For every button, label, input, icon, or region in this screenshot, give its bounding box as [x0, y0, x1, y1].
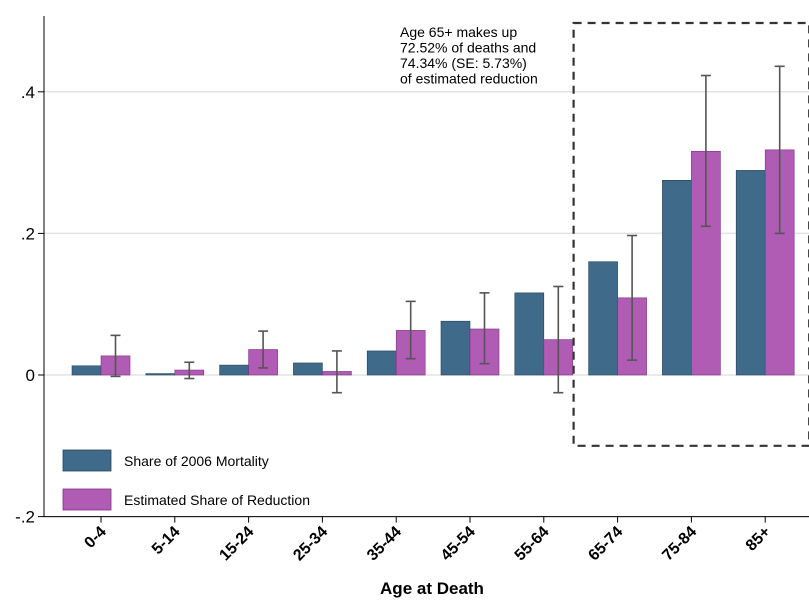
- x-tick-label: 85+: [743, 523, 774, 554]
- legend: Share of 2006 Mortality Estimated Share o…: [62, 449, 310, 511]
- y-tick-label: -.2: [15, 508, 35, 527]
- x-tick-label: 65-74: [585, 523, 626, 564]
- x-tick-label: 55-64: [512, 523, 553, 564]
- highlight-box: [572, 21, 809, 447]
- bar-mortality-share: [366, 350, 397, 376]
- bars: [71, 149, 795, 376]
- error-bars: [110, 65, 785, 394]
- bar-mortality-share: [662, 180, 692, 376]
- x-tick-label: 75-84: [659, 523, 700, 564]
- annotation-line: 72.52% of deaths and: [400, 40, 536, 56]
- bar-mortality-share: [145, 373, 176, 376]
- legend-label: Share of 2006 Mortality: [124, 453, 269, 469]
- bar-mortality-share: [440, 320, 471, 376]
- x-tick-label: 45-54: [438, 523, 479, 564]
- annotation-line: Age 65+ makes up: [400, 24, 517, 40]
- x-tick-label: 5-14: [149, 523, 184, 558]
- bar-mortality-share: [219, 364, 249, 376]
- y-tick-label: .4: [21, 83, 35, 102]
- annotation-line: 74.34% (SE: 5.73%): [400, 55, 527, 71]
- bar-mortality-share: [514, 292, 545, 376]
- y-tick-label: .2: [21, 224, 35, 243]
- x-tick-label: 35-44: [364, 523, 405, 564]
- bar-mortality-share: [293, 362, 323, 376]
- legend-label: Estimated Share of Reduction: [124, 492, 310, 508]
- x-tick-label: 15-24: [216, 523, 257, 564]
- y-tick-label: 0: [26, 366, 35, 385]
- annotation-line: of estimated reduction: [400, 71, 538, 87]
- bar-mortality-share: [588, 261, 618, 376]
- bar-mortality-share: [735, 170, 766, 376]
- highlight-rect: [572, 21, 809, 447]
- x-axis-title: Age at Death: [380, 579, 484, 598]
- x-tick-label: 0-4: [81, 523, 109, 551]
- legend-swatch: [62, 488, 112, 511]
- bar-mortality-share: [71, 365, 102, 376]
- x-tick-label: 25-34: [290, 523, 331, 564]
- legend-swatch: [62, 449, 112, 472]
